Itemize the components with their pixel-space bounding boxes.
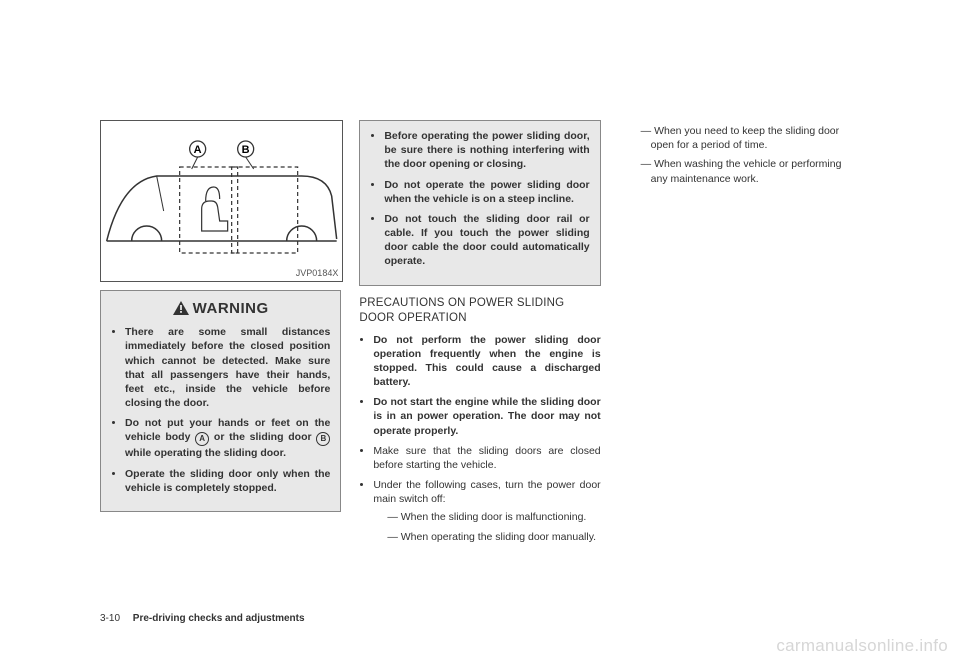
precautions-item-text: Do not start the engine while the slidin… (373, 396, 600, 436)
column-3: When you need to keep the sliding door o… (619, 120, 860, 550)
warning-item: Do not put your hands or feet on the veh… (125, 416, 330, 460)
diagram-svg: A B (101, 121, 342, 281)
precautions-subitem: When operating the sliding door manually… (387, 530, 600, 544)
page-content: A B JVP0184X WARNING There are some smal… (0, 0, 960, 590)
col3-subitem: When washing the vehicle or performing a… (641, 157, 860, 185)
precautions-item: Make sure that the sliding doors are clo… (373, 444, 600, 472)
watermark: carmanualsonline.info (776, 636, 948, 656)
column-2: Before operating the power sliding door,… (359, 120, 600, 550)
precautions-list: Do not perform the power sliding door op… (359, 333, 600, 544)
diagram-code: JVP0184X (296, 267, 339, 279)
column-1: A B JVP0184X WARNING There are some smal… (100, 120, 341, 550)
warning-title: WARNING (193, 300, 269, 317)
marker-a-icon: A (195, 432, 209, 446)
caution-item: Before operating the power sliding door,… (384, 129, 589, 172)
precautions-sublist: When the sliding door is malfunctioning.… (373, 510, 600, 543)
caution-item: Do not operate the power sliding door wh… (384, 178, 589, 206)
precautions-item: Do not start the engine while the slidin… (373, 395, 600, 438)
diagram-label-a: A (194, 144, 202, 156)
page-number: 3-10 (100, 613, 120, 624)
caution-box: Before operating the power sliding door,… (359, 120, 600, 286)
sliding-door-diagram: A B JVP0184X (100, 120, 343, 282)
caution-list: Before operating the power sliding door,… (370, 129, 589, 269)
col3-sublist: When you need to keep the sliding door o… (619, 124, 860, 186)
precautions-item-text: Do not perform the power sliding door op… (373, 334, 600, 389)
warning-header: WARNING (111, 299, 330, 319)
page-footer: 3-10 Pre-driving checks and adjustments (100, 613, 305, 624)
warning-list: There are some small distances immediate… (111, 325, 330, 495)
precautions-item: Under the following cases, turn the powe… (373, 478, 600, 544)
warning-icon (173, 301, 189, 315)
precautions-subitem: When the sliding door is malfunctioning. (387, 510, 600, 524)
precautions-item-text: Under the following cases, turn the powe… (373, 479, 600, 505)
precautions-title: PRECAUTIONS ON POWER SLIDING DOOR OPERAT… (359, 296, 600, 327)
diagram-label-b: B (242, 144, 250, 156)
warning-item: Operate the sliding door only when the v… (125, 467, 330, 495)
warning-item: There are some small distances immediate… (125, 325, 330, 410)
caution-item: Do not touch the sliding door rail or ca… (384, 212, 589, 269)
warning-box: WARNING There are some small distances i… (100, 290, 341, 512)
col3-subitem: When you need to keep the sliding door o… (641, 124, 860, 152)
precautions-item: Do not perform the power sliding door op… (373, 333, 600, 390)
marker-b-icon: B (316, 432, 330, 446)
section-name: Pre-driving checks and adjustments (133, 613, 305, 624)
